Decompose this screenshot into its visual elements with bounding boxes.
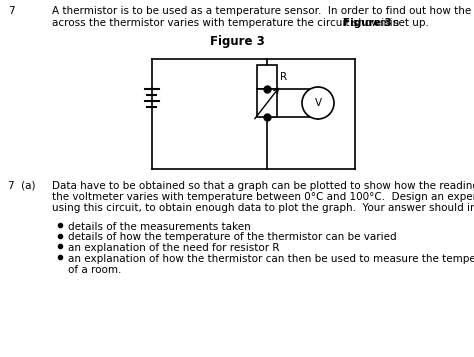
Text: Data have to be obtained so that a graph can be plotted to show how the reading : Data have to be obtained so that a graph… <box>52 181 474 191</box>
Text: across the thermistor varies with temperature the circuit shown in: across the thermistor varies with temper… <box>52 18 402 28</box>
Text: using this circuit, to obtain enough data to plot the graph.  Your answer should: using this circuit, to obtain enough dat… <box>52 203 474 213</box>
Text: of a room.: of a room. <box>68 265 121 275</box>
Text: the voltmeter varies with temperature between 0°C and 100°C.  Design an experime: the voltmeter varies with temperature be… <box>52 192 474 202</box>
Text: V: V <box>314 98 321 108</box>
Text: Figure 3: Figure 3 <box>344 18 392 28</box>
Text: R: R <box>280 72 287 82</box>
Bar <box>257 65 277 89</box>
Text: is set up.: is set up. <box>378 18 429 28</box>
Text: details of the measurements taken: details of the measurements taken <box>68 222 251 232</box>
Text: Figure 3: Figure 3 <box>210 35 264 48</box>
Text: A thermistor is to be used as a temperature sensor.  In order to find out how th: A thermistor is to be used as a temperat… <box>52 6 474 16</box>
Bar <box>257 89 277 117</box>
Circle shape <box>302 87 334 119</box>
Text: 7: 7 <box>8 6 15 16</box>
Text: an explanation of the need for resistor R: an explanation of the need for resistor … <box>68 243 280 253</box>
Text: details of how the temperature of the thermistor can be varied: details of how the temperature of the th… <box>68 232 397 242</box>
Text: 7  (a): 7 (a) <box>8 181 36 191</box>
Text: an explanation of how the thermistor can then be used to measure the temperature: an explanation of how the thermistor can… <box>68 253 474 263</box>
